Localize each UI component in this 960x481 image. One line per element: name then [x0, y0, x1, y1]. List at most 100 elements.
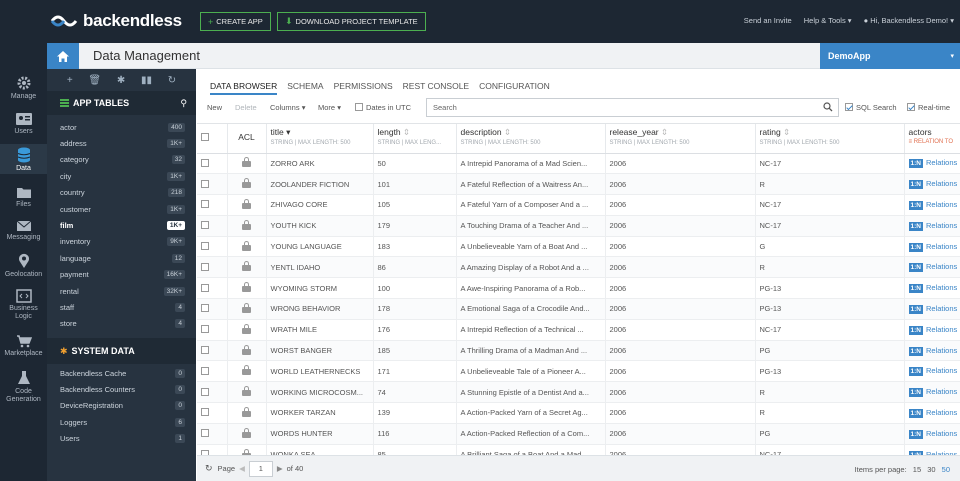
- relations-link[interactable]: Relations: [925, 158, 958, 168]
- cell-title[interactable]: YOUTH KICK: [266, 215, 374, 237]
- table-row[interactable]: WRONG BEHAVIOR 178 A Emotional Saga of a C…: [197, 298, 960, 320]
- acl-cell[interactable]: [227, 256, 267, 279]
- cell-rating[interactable]: NC-17: [755, 194, 905, 216]
- table-row[interactable]: ZOOLANDER FICTION 101 A Fateful Reflection…: [197, 173, 960, 196]
- cell-length[interactable]: 85: [373, 444, 457, 455]
- sort-icon[interactable]: ⇕: [403, 127, 411, 137]
- cell-description[interactable]: A Stunning Epistle of a Dentist And a...: [456, 381, 606, 404]
- real-time-toggle[interactable]: Real-time: [907, 103, 950, 112]
- table-row[interactable]: ZORRO ARK 50 A Intrepid Panorama of a Mad …: [197, 153, 960, 175]
- cell-title[interactable]: WONKA SEA: [266, 444, 374, 455]
- table-item[interactable]: customer 1K+: [47, 201, 196, 217]
- acl-cell[interactable]: [227, 340, 267, 362]
- row-checkbox[interactable]: [201, 179, 209, 188]
- table-item[interactable]: address 1K+: [47, 135, 196, 151]
- nav-code-generation[interactable]: Code Generation: [0, 370, 47, 406]
- table-item[interactable]: store 4: [47, 316, 196, 332]
- relations-link[interactable]: Relations: [925, 262, 958, 272]
- cell-rating[interactable]: R: [755, 173, 905, 196]
- column-header-rating[interactable]: rating ⇕ STRING | MAX LENGTH: 500: [755, 124, 905, 154]
- table-item[interactable]: payment 16K+: [47, 267, 196, 283]
- table-item[interactable]: city 1K+: [47, 168, 196, 184]
- cell-description[interactable]: A Brilliant Saga of a Boat And a Mad ...: [456, 444, 606, 455]
- table-row[interactable]: WORKING MICROCOSM... 74 A Stunning Epistle…: [197, 381, 960, 404]
- system-table-item[interactable]: Users 1: [47, 431, 196, 447]
- lock-icon[interactable]: [242, 261, 251, 272]
- columns-menu[interactable]: Columns ▾: [270, 103, 305, 112]
- checkbox[interactable]: [355, 103, 363, 111]
- cell-length[interactable]: 183: [373, 236, 457, 258]
- nav-manage[interactable]: Manage: [0, 75, 47, 105]
- table-row[interactable]: WONKA SEA 85 A Brilliant Saga of a Boat An…: [197, 444, 960, 455]
- relations-link[interactable]: Relations: [925, 199, 958, 209]
- acl-cell[interactable]: [227, 173, 267, 196]
- relations-link[interactable]: Relations: [925, 241, 958, 251]
- cell-release_year[interactable]: 2006: [605, 215, 756, 237]
- sort-icon[interactable]: ⇕: [783, 127, 791, 137]
- add-table-icon[interactable]: +: [66, 74, 73, 86]
- cell-release_year[interactable]: 2006: [605, 256, 756, 279]
- cell-rating[interactable]: NC-17: [755, 153, 905, 175]
- cell-title[interactable]: YENTL IDAHO: [266, 256, 374, 279]
- search-icon[interactable]: ⚲: [180, 97, 187, 108]
- row-checkbox[interactable]: [201, 262, 209, 271]
- search-input[interactable]: Search: [426, 98, 839, 117]
- delete-table-icon[interactable]: 🗑: [88, 74, 102, 86]
- cell-rating[interactable]: R: [755, 402, 905, 424]
- cell-title[interactable]: WORLD LEATHERNECKS: [266, 360, 374, 383]
- cell-length[interactable]: 171: [373, 360, 457, 383]
- delete-button[interactable]: Delete: [235, 103, 257, 112]
- cell-length[interactable]: 101: [373, 173, 457, 196]
- app-selector[interactable]: DemoApp ▾: [820, 43, 960, 69]
- system-table-item[interactable]: Backendless Cache 0: [47, 365, 196, 381]
- relations-link[interactable]: Relations: [925, 303, 958, 313]
- cell-title[interactable]: WORST BANGER: [266, 340, 374, 362]
- cell-rating[interactable]: PG: [755, 340, 905, 362]
- tab-data-browser[interactable]: DATA BROWSER: [210, 81, 278, 95]
- cell-length[interactable]: 100: [373, 277, 457, 300]
- cell-title[interactable]: YOUNG LANGUAGE: [266, 236, 374, 258]
- acl-cell[interactable]: [227, 194, 267, 216]
- cell-description[interactable]: A Fateful Reflection of a Waitress An...: [456, 173, 606, 196]
- column-header-length[interactable]: length ⇕ STRING | MAX LENG...: [373, 124, 457, 154]
- lock-icon[interactable]: [242, 178, 251, 189]
- tab-rest-console[interactable]: REST CONSOLE: [402, 81, 470, 91]
- cell-title[interactable]: WRATH MILE: [266, 319, 374, 341]
- lock-icon[interactable]: [242, 365, 251, 376]
- column-header-title[interactable]: title ▾ STRING | MAX LENGTH: 500: [266, 124, 374, 154]
- cell-description[interactable]: A Touching Drama of a Teacher And ...: [456, 215, 606, 237]
- cell-release_year[interactable]: 2006: [605, 277, 756, 300]
- acl-cell[interactable]: [227, 319, 267, 341]
- acl-cell[interactable]: [227, 298, 267, 320]
- cell-length[interactable]: 139: [373, 402, 457, 424]
- table-row[interactable]: ZHIVAGO CORE 105 A Fateful Yarn of a Compo…: [197, 194, 960, 216]
- cell-rating[interactable]: R: [755, 381, 905, 404]
- table-row[interactable]: WORLD LEATHERNECKS 171 A Unbelieveable Tal…: [197, 360, 960, 383]
- cell-length[interactable]: 50: [373, 153, 457, 175]
- table-item[interactable]: rental 32K+: [47, 283, 196, 299]
- items-per-page-option[interactable]: 30: [927, 465, 936, 474]
- user-menu[interactable]: ● Hi, Backendless Demo! ▾: [864, 16, 954, 25]
- relations-link[interactable]: Relations: [925, 220, 958, 230]
- nav-files[interactable]: Files: [0, 186, 47, 212]
- lock-icon[interactable]: [242, 406, 251, 417]
- table-row[interactable]: YENTL IDAHO 86 A Amazing Display of a Robo…: [197, 256, 960, 279]
- cell-release_year[interactable]: 2006: [605, 360, 756, 383]
- table-item-selected[interactable]: film 1K+: [47, 217, 196, 234]
- system-table-item[interactable]: Loggers 6: [47, 414, 196, 430]
- cell-release_year[interactable]: 2006: [605, 381, 756, 404]
- acl-cell[interactable]: [227, 153, 267, 175]
- cell-release_year[interactable]: 2006: [605, 402, 756, 424]
- column-header-description[interactable]: description ⇕ STRING | MAX LENGTH: 500: [456, 124, 606, 154]
- acl-cell[interactable]: [227, 402, 267, 424]
- table-row[interactable]: WYOMING STORM 100 A Awe-Inspiring Panorama…: [197, 277, 960, 300]
- cell-description[interactable]: A Unbelieveable Tale of a Pioneer A...: [456, 360, 606, 383]
- cell-length[interactable]: 178: [373, 298, 457, 320]
- cell-length[interactable]: 176: [373, 319, 457, 341]
- cell-title[interactable]: WRONG BEHAVIOR: [266, 298, 374, 320]
- row-checkbox[interactable]: [201, 429, 209, 438]
